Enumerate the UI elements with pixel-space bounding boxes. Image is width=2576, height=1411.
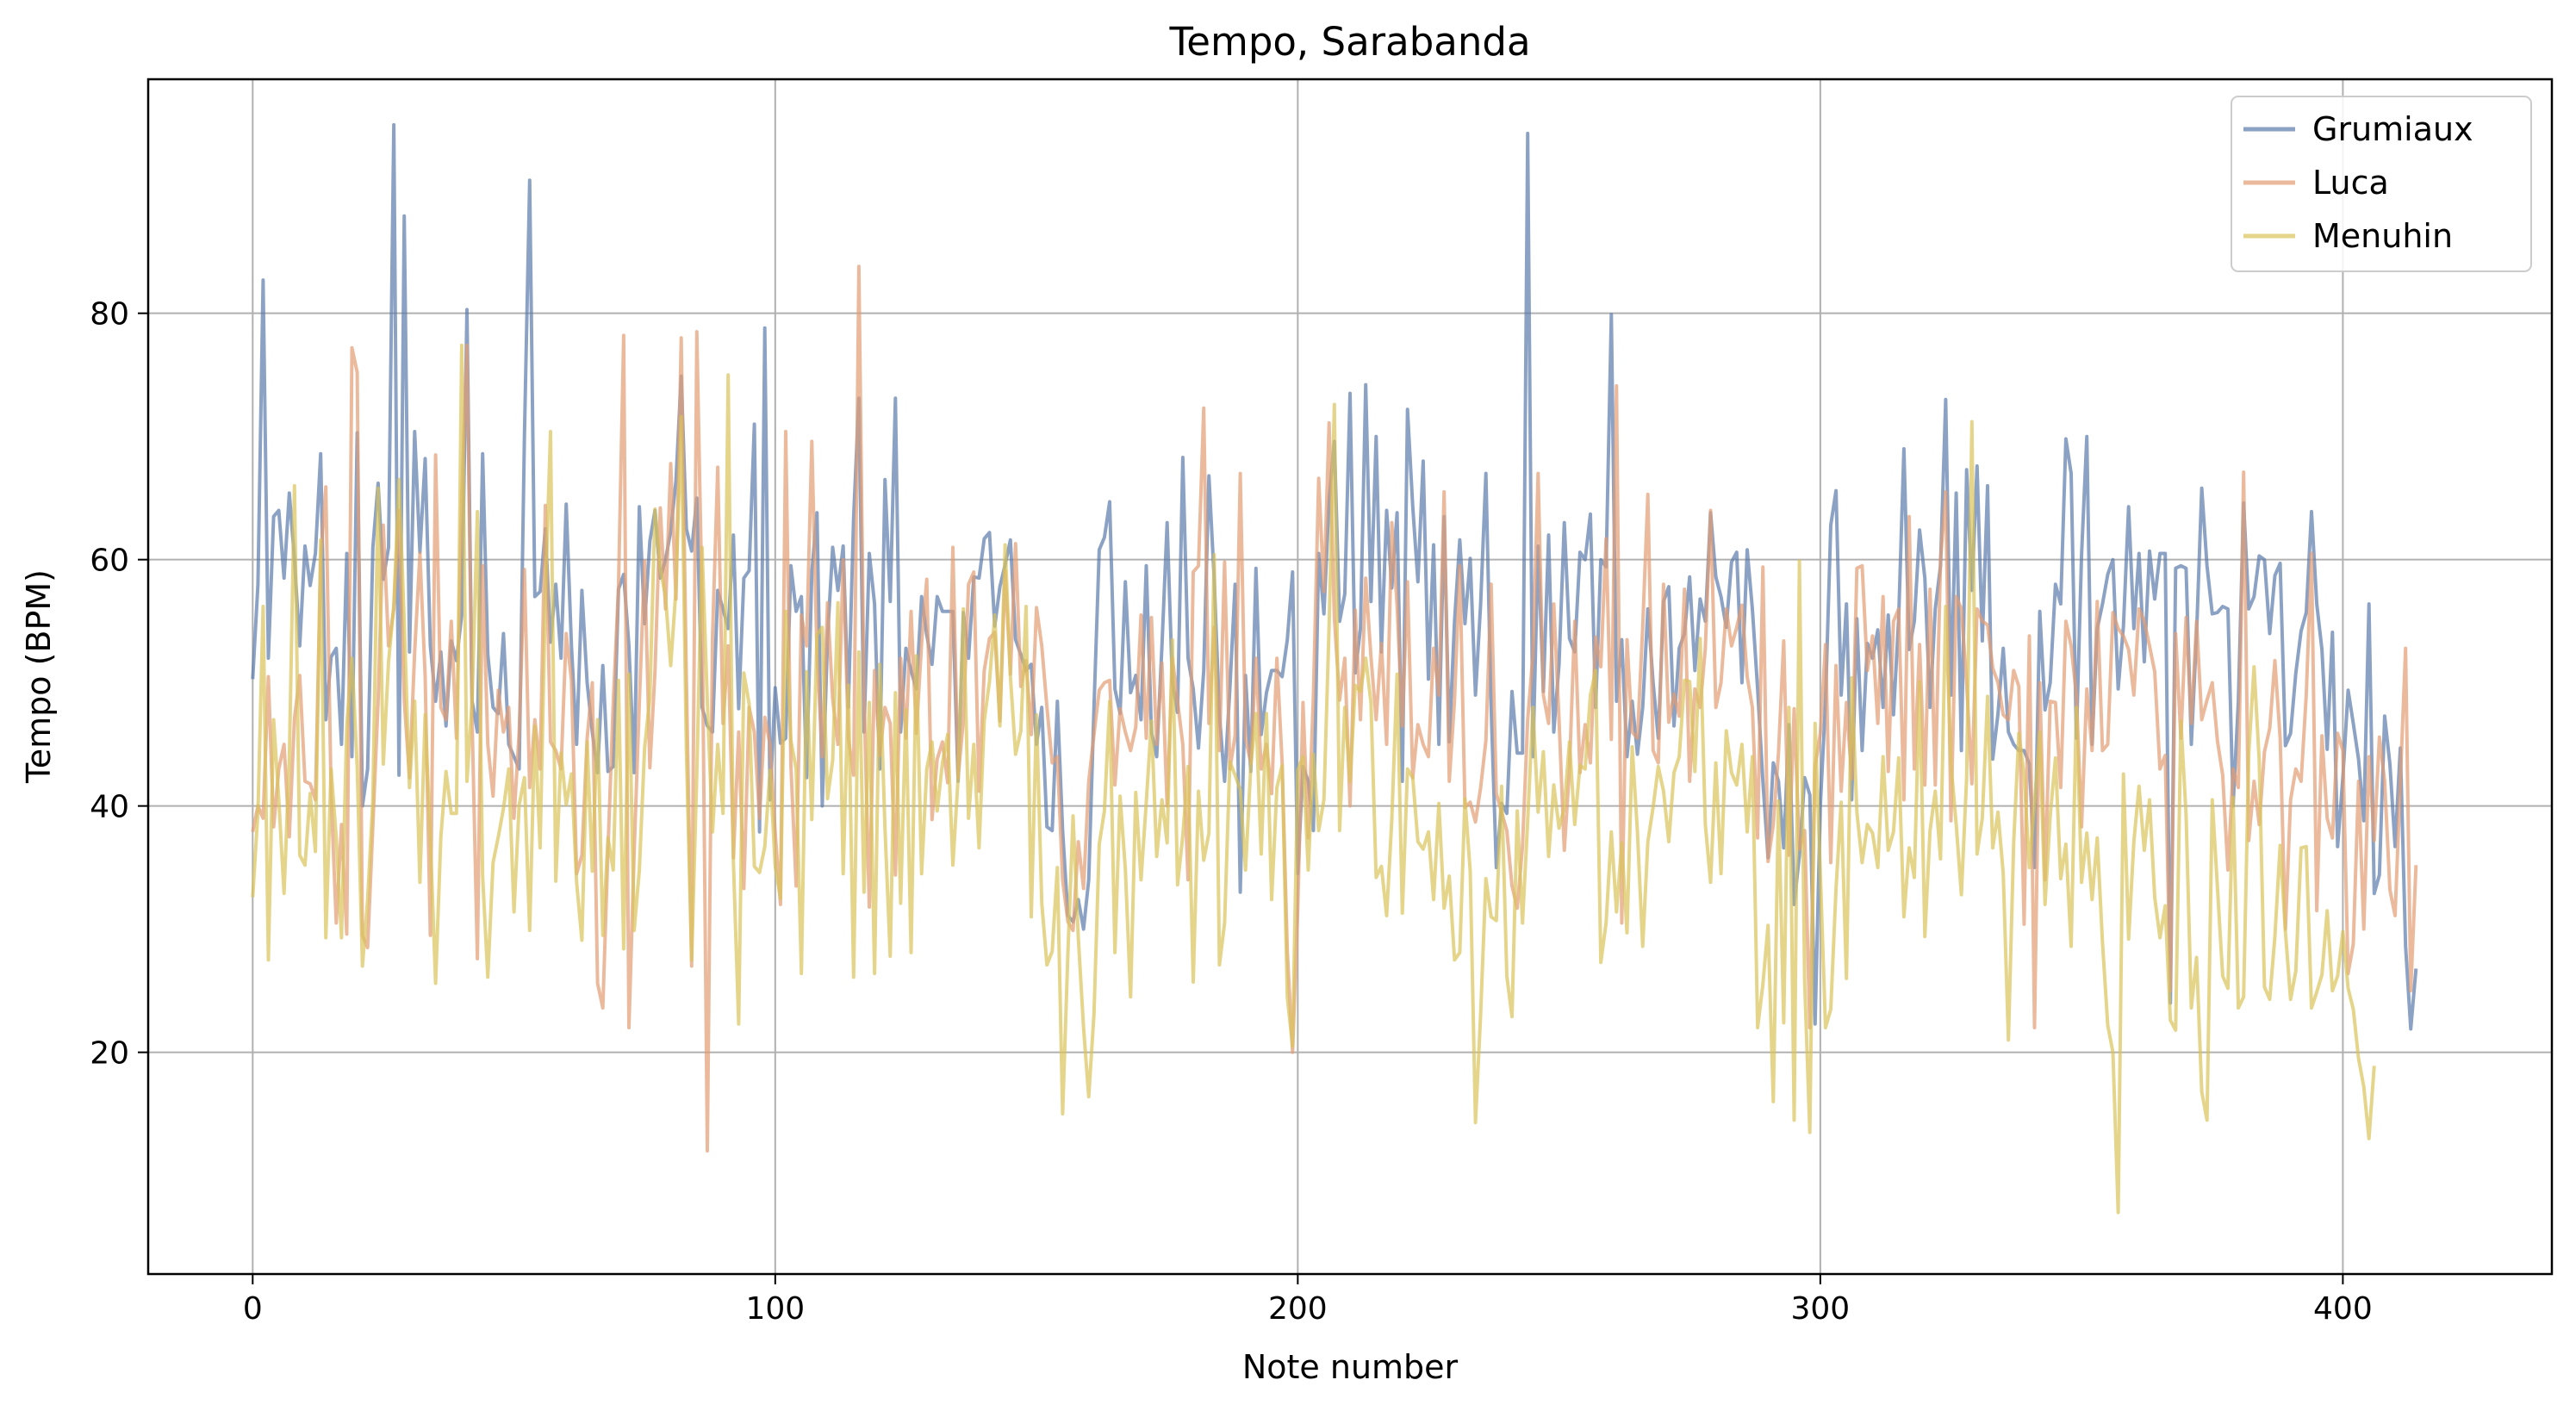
y-axis-title: Tempo (BPM) [20, 569, 58, 784]
legend: Grumiaux Luca Menuhin [2231, 96, 2532, 272]
x-axis-title: Note number [1242, 1348, 1459, 1386]
legend-box [2231, 96, 2532, 272]
y-tick-label: 20 [90, 1036, 129, 1072]
axis-ticks: 0 100 200 300 400 20 40 60 80 [90, 297, 2373, 1327]
x-tick-label: 0 [243, 1291, 263, 1327]
x-tick-label: 400 [2313, 1291, 2373, 1327]
series-layer [251, 122, 2418, 1215]
x-tick-label: 100 [745, 1291, 805, 1327]
plot-frame [146, 78, 2554, 1276]
x-tick-label: 300 [1791, 1291, 1851, 1327]
legend-label-menuhin: Menuhin [2312, 217, 2453, 255]
legend-label-grumiaux: Grumiaux [2312, 110, 2473, 148]
chart-title: Tempo, Sarabanda [1168, 19, 1530, 65]
series-line-luca [251, 264, 2418, 1153]
y-tick-label: 40 [90, 790, 129, 825]
y-tick-label: 80 [90, 297, 129, 333]
series-line-menuhin [251, 343, 2376, 1215]
x-tick-label: 200 [1268, 1291, 1328, 1327]
legend-label-luca: Luca [2312, 164, 2389, 202]
y-tick-label: 60 [90, 544, 129, 579]
